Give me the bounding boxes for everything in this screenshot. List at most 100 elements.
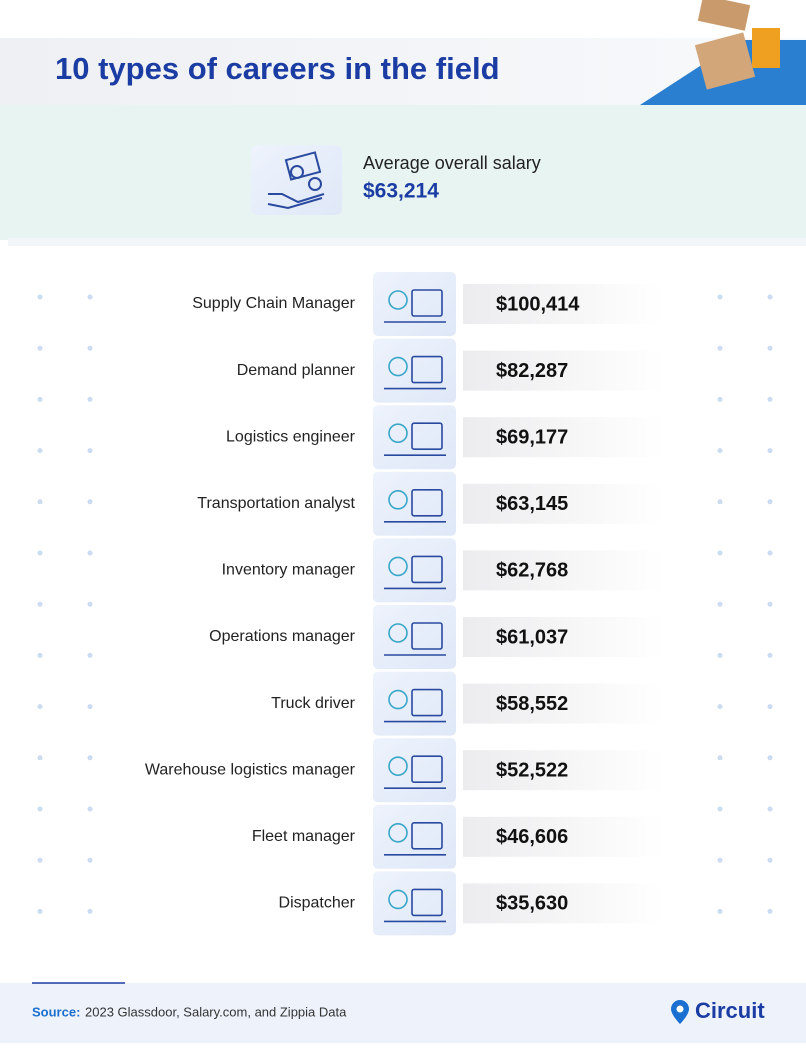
icon-part	[411, 888, 443, 917]
dot	[767, 806, 773, 812]
dot	[767, 908, 773, 914]
dot	[87, 704, 93, 710]
dot	[37, 396, 43, 402]
career-icon-box	[373, 804, 456, 869]
career-icon-box	[373, 405, 456, 470]
icon-part	[388, 489, 408, 510]
dot	[87, 499, 93, 505]
brand-icon-hole	[676, 1005, 684, 1013]
career-name: Truck driver	[271, 695, 356, 712]
icon-part	[411, 289, 443, 317]
dot	[767, 550, 773, 556]
summary-icon	[251, 145, 342, 215]
dot	[37, 652, 43, 658]
dot	[87, 448, 93, 454]
career-name: Operations manager	[209, 628, 356, 645]
career-name: Demand planner	[237, 362, 356, 379]
icon-part	[388, 423, 408, 444]
career-row: Inventory manager $62,768	[222, 538, 663, 603]
dot	[87, 908, 93, 914]
career-row: Demand planner $82,287	[237, 338, 663, 403]
icon-part	[388, 889, 408, 910]
salary-bar	[463, 417, 663, 458]
dot	[717, 652, 723, 658]
career-salary: $35,630	[496, 893, 568, 915]
summary-shadow	[8, 238, 806, 246]
dot	[767, 857, 773, 863]
summary-icon-glyph	[267, 151, 325, 210]
source-text: 2023 Glassdoor, Salary.com, and Zippia D…	[85, 1004, 347, 1019]
decor-dots	[37, 294, 773, 914]
career-icon	[384, 555, 446, 590]
career-icon	[384, 622, 446, 656]
summary-band	[0, 105, 806, 240]
dot	[87, 755, 93, 761]
career-icon	[384, 422, 446, 457]
dot	[717, 601, 723, 607]
career-row: Truck driver $58,552	[271, 671, 663, 736]
dot	[37, 499, 43, 505]
dot	[37, 857, 43, 863]
brand: Circuit	[695, 998, 765, 1023]
dot	[767, 448, 773, 454]
dot	[37, 806, 43, 812]
icon-part	[411, 821, 443, 850]
career-icon-box	[373, 605, 456, 669]
dot	[717, 857, 723, 863]
decor-box	[694, 32, 756, 90]
career-salary: $69,177	[496, 426, 568, 448]
dot	[87, 857, 93, 863]
dot	[87, 550, 93, 556]
dot	[767, 755, 773, 761]
career-salary: $62,768	[496, 560, 568, 582]
career-row: Operations manager $61,037	[209, 605, 663, 669]
summary-value: $63,214	[363, 180, 439, 203]
icon-part	[411, 488, 443, 517]
career-row: Warehouse logistics manager $52,522	[145, 738, 663, 803]
career-icon	[384, 755, 446, 790]
career-icon-box	[373, 272, 456, 336]
career-row: Dispatcher $35,630	[279, 871, 663, 936]
icon-part	[411, 755, 443, 784]
career-name: Logistics engineer	[226, 428, 356, 445]
dot	[87, 806, 93, 812]
icon-part	[388, 623, 408, 643]
career-row: Fleet manager $46,606	[252, 804, 663, 869]
dot	[717, 396, 723, 402]
dot	[767, 601, 773, 607]
career-name: Supply Chain Manager	[192, 295, 355, 312]
icon-part	[411, 422, 443, 451]
salary-bar	[463, 284, 663, 324]
career-salary: $61,037	[496, 626, 568, 648]
salary-bar	[463, 550, 663, 591]
career-row: Supply Chain Manager $100,414	[192, 272, 663, 336]
dot	[767, 499, 773, 505]
icon-part	[411, 355, 443, 384]
career-name: Warehouse logistics manager	[145, 761, 356, 778]
career-icon-box	[373, 538, 456, 603]
dot	[717, 755, 723, 761]
dot	[717, 704, 723, 710]
dot	[37, 704, 43, 710]
source-label: Source:	[32, 1004, 80, 1019]
career-name: Fleet manager	[252, 828, 356, 845]
salary-bar	[463, 683, 663, 724]
title: 10 types of careers in the field	[55, 51, 500, 86]
icon-part	[388, 822, 408, 843]
career-icon-box	[373, 338, 456, 403]
dot	[767, 652, 773, 658]
dot	[87, 294, 93, 300]
decor-forklift	[752, 28, 780, 68]
career-icon	[384, 821, 446, 856]
career-name: Dispatcher	[279, 895, 356, 912]
dot	[717, 806, 723, 812]
salary-bar	[463, 883, 663, 924]
career-row: Logistics engineer $69,177	[226, 405, 663, 470]
dot	[37, 294, 43, 300]
career-name: Transportation analyst	[197, 495, 355, 512]
career-icon-box	[373, 871, 456, 936]
footer-band	[0, 983, 806, 1043]
decor-box	[697, 0, 751, 31]
dot	[717, 499, 723, 505]
icon-part	[388, 756, 408, 777]
